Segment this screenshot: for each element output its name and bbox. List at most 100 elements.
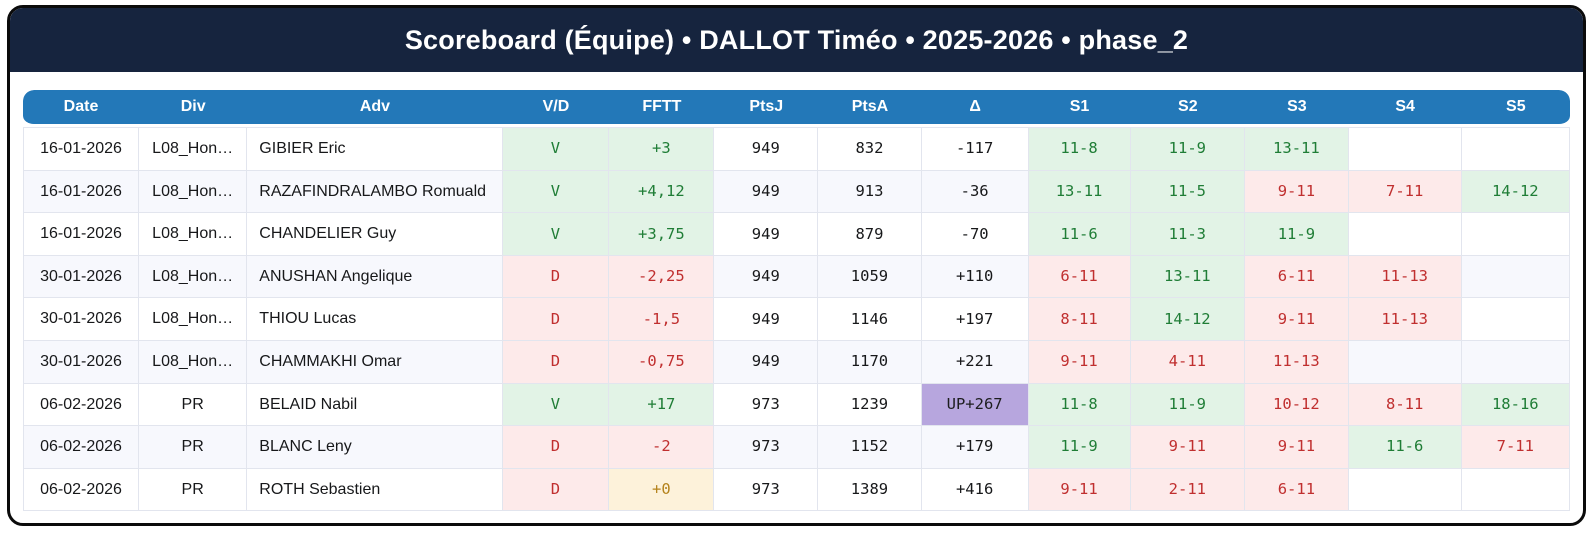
cell-ptsa: 1389 (818, 468, 922, 512)
cell-div: PR (139, 383, 248, 427)
cell-delta: -36 (921, 170, 1029, 214)
cell-set-s2: 4-11 (1130, 340, 1246, 384)
cell-vd: D (502, 298, 610, 341)
cell-adv: CHAMMAKHI Omar (247, 340, 503, 384)
cell-ptsj: 973 (714, 468, 819, 512)
cell-fftt: +4,12 (609, 170, 715, 214)
table-row: 06-02-2026 PR BELAID Nabil V +17 973 1239 UP+26… (23, 383, 1570, 427)
cell-set-s2: 13-11 (1130, 255, 1246, 299)
cell-set-s5: 7-11 (1461, 426, 1570, 469)
cell-div: L08_Hon… (139, 340, 248, 384)
cell-set-s1: 11-8 (1028, 127, 1131, 171)
cell-ptsj: 973 (714, 426, 819, 469)
cell-ptsa: 1152 (818, 426, 922, 469)
cell-vd: V (502, 383, 610, 427)
table-row: 30-01-2026 L08_Hon… THIOU Lucas D -1,5 949 114… (23, 298, 1570, 341)
scoreboard-table-container: Date Div Adv V/D FFTT PtsJ PtsA Δ S1 S2 S3 S4 S5 16-… (10, 72, 1583, 523)
cell-ptsj: 949 (714, 127, 819, 171)
cell-div: PR (139, 426, 248, 469)
cell-adv: GIBIER Eric (247, 127, 503, 171)
cell-set-s1: 9-11 (1028, 468, 1131, 512)
cell-date: 30-01-2026 (23, 255, 140, 299)
table-row: 30-01-2026 L08_Hon… CHAMMAKHI Omar D -0,75 94… (23, 340, 1570, 384)
table-row: 30-01-2026 L08_Hon… ANUSHAN Angelique D -2,2… (23, 255, 1570, 299)
cell-ptsa: 913 (818, 170, 922, 214)
cell-adv: THIOU Lucas (247, 298, 503, 341)
column-header-s5: S5 (1461, 90, 1570, 127)
cell-adv: CHANDELIER Guy (247, 213, 503, 256)
cell-set-s2: 2-11 (1130, 468, 1246, 512)
cell-vd: D (502, 255, 610, 299)
cell-set-s4: 7-11 (1348, 170, 1462, 214)
table-row: 16-01-2026 L08_Hon… GIBIER Eric V +3 949 832 -1… (23, 127, 1570, 171)
column-header-adv: Adv (247, 90, 503, 127)
scoreboard-window: Scoreboard (Équipe) • DALLOT Timéo • 202… (7, 5, 1586, 527)
cell-set-s1: 11-8 (1028, 383, 1131, 427)
column-header-ptsa: PtsA (818, 90, 922, 127)
cell-set-s4 (1348, 340, 1462, 384)
cell-set-s2: 11-9 (1130, 383, 1246, 427)
cell-div: L08_Hon… (139, 213, 248, 256)
cell-set-s2: 11-9 (1130, 127, 1246, 171)
cell-set-s3: 9-11 (1245, 298, 1349, 341)
cell-ptsa: 832 (818, 127, 922, 171)
cell-set-s5 (1461, 213, 1570, 256)
cell-set-s3: 11-9 (1245, 213, 1349, 256)
cell-date: 06-02-2026 (23, 383, 140, 427)
cell-vd: V (502, 213, 610, 256)
cell-delta: +179 (921, 426, 1029, 469)
cell-date: 16-01-2026 (23, 170, 140, 214)
cell-set-s4: 11-13 (1348, 298, 1462, 341)
column-header-fftt: FFTT (609, 90, 715, 127)
cell-fftt: -1,5 (609, 298, 715, 341)
column-header-s1: S1 (1028, 90, 1131, 127)
column-header-vd: V/D (502, 90, 610, 127)
cell-ptsj: 973 (714, 383, 819, 427)
column-header-delta: Δ (921, 90, 1029, 127)
cell-adv: ROTH Sebastien (247, 468, 503, 512)
cell-date: 16-01-2026 (23, 213, 140, 256)
cell-set-s3: 6-11 (1245, 255, 1349, 299)
cell-date: 30-01-2026 (23, 298, 140, 341)
cell-adv: ANUSHAN Angelique (247, 255, 503, 299)
cell-ptsj: 949 (714, 340, 819, 384)
cell-set-s3: 13-11 (1245, 127, 1349, 171)
cell-set-s5: 18-16 (1461, 383, 1570, 427)
cell-vd: D (502, 468, 610, 512)
cell-ptsj: 949 (714, 213, 819, 256)
cell-set-s3: 11-13 (1245, 340, 1349, 384)
cell-set-s1: 9-11 (1028, 340, 1131, 384)
cell-set-s2: 9-11 (1130, 426, 1246, 469)
cell-fftt: -2,25 (609, 255, 715, 299)
cell-ptsa: 1059 (818, 255, 922, 299)
cell-div: PR (139, 468, 248, 512)
cell-fftt: -2 (609, 426, 715, 469)
cell-vd: V (502, 127, 610, 171)
column-header-s3: S3 (1245, 90, 1349, 127)
cell-set-s5 (1461, 127, 1570, 171)
cell-fftt: +17 (609, 383, 715, 427)
cell-delta: -117 (921, 127, 1029, 171)
table-body: 16-01-2026 L08_Hon… GIBIER Eric V +3 949 832 -1… (23, 127, 1570, 512)
cell-set-s1: 11-9 (1028, 426, 1131, 469)
cell-ptsj: 949 (714, 170, 819, 214)
cell-set-s5: 14-12 (1461, 170, 1570, 214)
cell-vd: D (502, 426, 610, 469)
cell-ptsj: 949 (714, 255, 819, 299)
cell-set-s1: 8-11 (1028, 298, 1131, 341)
cell-ptsj: 949 (714, 298, 819, 341)
cell-div: L08_Hon… (139, 127, 248, 171)
title-banner: Scoreboard (Équipe) • DALLOT Timéo • 202… (10, 8, 1583, 72)
cell-set-s2: 11-5 (1130, 170, 1246, 214)
cell-delta: +110 (921, 255, 1029, 299)
cell-adv: BELAID Nabil (247, 383, 503, 427)
cell-set-s4 (1348, 213, 1462, 256)
cell-set-s5 (1461, 298, 1570, 341)
column-header-s2: S2 (1130, 90, 1246, 127)
cell-div: L08_Hon… (139, 170, 248, 214)
cell-set-s1: 11-6 (1028, 213, 1131, 256)
cell-div: L08_Hon… (139, 255, 248, 299)
cell-fftt: +3 (609, 127, 715, 171)
cell-fftt: +3,75 (609, 213, 715, 256)
cell-ptsa: 1170 (818, 340, 922, 384)
